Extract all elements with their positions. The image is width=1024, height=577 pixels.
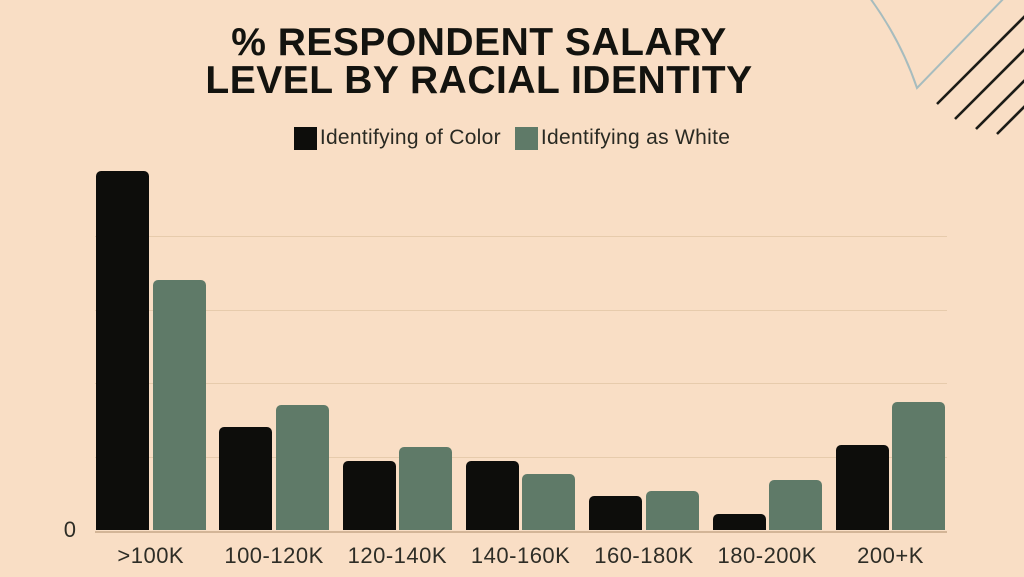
chart-title: % RESPONDENT SALARY LEVEL BY RACIAL IDEN…: [0, 21, 958, 102]
bar-identifying-as-white: [152, 280, 206, 531]
legend-label-identifying-as-white: Identifying as White: [540, 126, 731, 149]
x-tick-label: 160-180K: [594, 542, 694, 568]
gridline: [95, 383, 947, 385]
legend-item-identifying-of-color: Identifying of Color: [293, 126, 501, 150]
chart-title-line1: % RESPONDENT SALARY: [231, 21, 727, 64]
gridline: [95, 236, 947, 238]
x-tick-label: 140-160K: [470, 542, 571, 568]
leaf-outline-icon: [870, 0, 1004, 90]
gridline: [95, 309, 947, 311]
x-tick-label: 200+K: [857, 542, 924, 568]
chart-title-line2: LEVEL BY RACIAL IDENTITY: [205, 59, 753, 102]
bar-identifying-as-white: [769, 479, 822, 531]
legend-item-identifying-as-white: Identifying as White: [514, 126, 731, 150]
legend-swatch-identifying-as-white: [514, 126, 538, 150]
y-axis-zero-label: 0: [63, 517, 76, 542]
bar-identifying-as-white: [522, 473, 576, 531]
bar-identifying-of-color: [589, 495, 643, 531]
legend: Identifying of Color Identifying as Whit…: [0, 126, 1024, 150]
x-tick-label: 180-200K: [717, 542, 817, 568]
bar-identifying-of-color: [96, 170, 149, 531]
legend-label-identifying-of-color: Identifying of Color: [319, 126, 501, 149]
gridline: [95, 456, 947, 458]
bar-identifying-as-white: [892, 402, 946, 531]
x-tick-label: >100K: [117, 542, 185, 568]
bar-identifying-of-color: [219, 427, 273, 531]
x-tick-label: 120-140K: [347, 542, 448, 568]
x-axis-line: [95, 530, 947, 533]
bar-identifying-of-color: [465, 461, 519, 531]
bar-identifying-of-color: [712, 513, 766, 531]
legend-swatch-identifying-of-color: [293, 126, 317, 150]
diagonal-stripes-icon: [936, 15, 1024, 135]
bar-identifying-as-white: [645, 490, 699, 531]
x-tick-label: 100-120K: [224, 542, 324, 568]
bar-identifying-of-color: [835, 445, 889, 531]
bar-identifying-as-white: [399, 446, 453, 531]
bar-identifying-of-color: [342, 461, 396, 531]
corner-decoration: [870, 0, 1024, 135]
bar-identifying-as-white: [275, 404, 329, 531]
